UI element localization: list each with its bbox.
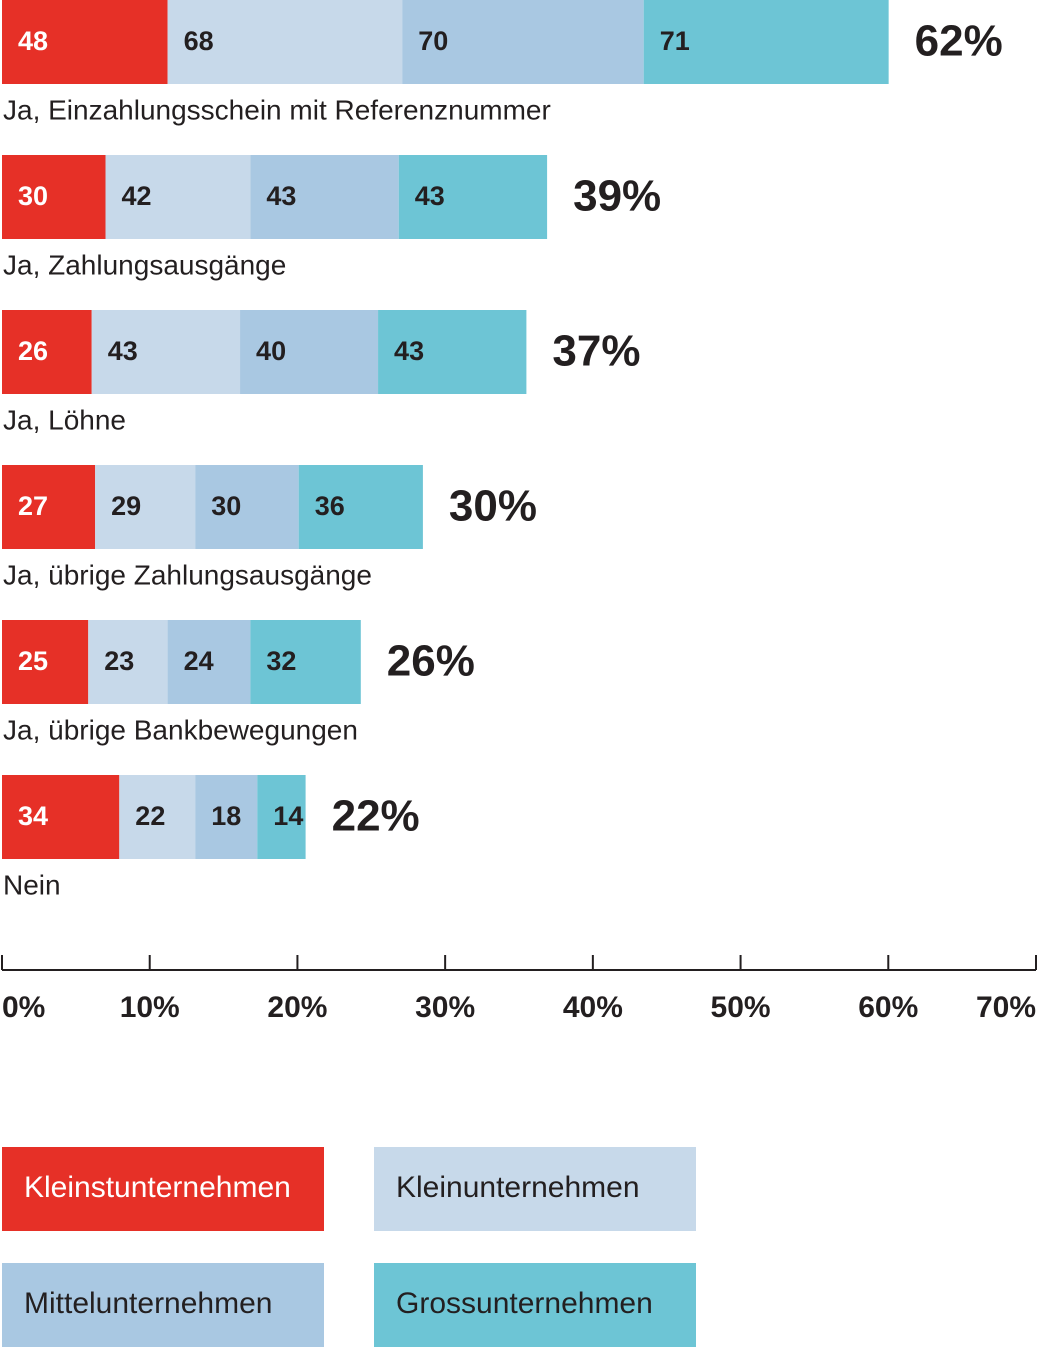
bar-segment <box>2 310 92 394</box>
segment-label: 48 <box>18 26 48 56</box>
category-label: Ja, übrige Bankbewegungen <box>3 714 358 745</box>
bar-segment <box>167 620 251 704</box>
x-tick-label: 0% <box>2 991 45 1024</box>
total-label: 30% <box>449 482 537 531</box>
bar-segment <box>167 0 403 84</box>
x-tick-label: 60% <box>858 991 918 1024</box>
total-label: 26% <box>387 637 475 686</box>
bar-segment <box>250 620 361 704</box>
category-label: Ja, Einzahlungsschein mit Referenznummer <box>3 94 551 125</box>
bar-segment <box>643 0 889 84</box>
bar-segment <box>91 310 241 394</box>
bar-segment <box>378 310 527 394</box>
x-tick-label: 50% <box>711 991 771 1024</box>
x-tick-label: 40% <box>563 991 623 1024</box>
segment-label: 30 <box>18 181 48 211</box>
bar-segment <box>119 775 196 859</box>
bar-segment <box>250 155 399 239</box>
x-tick-label: 10% <box>120 991 180 1024</box>
segment-label: 70 <box>418 26 448 56</box>
segment-label: 32 <box>266 646 296 676</box>
legend-swatch <box>374 1263 696 1347</box>
legend-swatch <box>2 1263 324 1347</box>
segment-label: 40 <box>256 336 286 366</box>
segment-label: 30 <box>211 491 241 521</box>
segment-label: 18 <box>211 801 241 831</box>
legend-label: Grossunternehmen <box>396 1287 653 1320</box>
segment-label: 43 <box>394 336 424 366</box>
total-label: 62% <box>915 17 1003 66</box>
total-label: 37% <box>552 327 640 376</box>
x-tick-label: 30% <box>415 991 475 1024</box>
bar-segment <box>2 465 96 549</box>
segment-label: 24 <box>184 646 214 676</box>
total-label: 39% <box>573 172 661 221</box>
category-label: Ja, übrige Zahlungsausgänge <box>3 559 372 590</box>
segment-label: 36 <box>315 491 345 521</box>
bar-segment <box>240 310 379 394</box>
legend-label: Mittelunternehmen <box>24 1287 272 1320</box>
x-tick-label: 70% <box>976 991 1036 1024</box>
bar-segment <box>298 465 423 549</box>
category-label: Ja, Löhne <box>3 404 126 435</box>
segment-label: 14 <box>273 801 303 831</box>
bar-segment <box>195 775 258 859</box>
bar-segment <box>195 465 299 549</box>
segment-label: 23 <box>104 646 134 676</box>
bar-segment <box>2 0 168 84</box>
bar-segment <box>2 155 106 239</box>
segment-label: 42 <box>122 181 152 211</box>
segment-label: 27 <box>18 491 48 521</box>
bar-segment <box>88 620 168 704</box>
bar-segment <box>2 775 120 859</box>
segment-label: 43 <box>266 181 296 211</box>
category-label: Ja, Zahlungsausgänge <box>3 249 286 280</box>
legend-swatch <box>374 1147 696 1231</box>
bar-segment <box>95 465 196 549</box>
bar-segment <box>2 620 89 704</box>
segment-label: 25 <box>18 646 48 676</box>
bar-segment <box>398 155 548 239</box>
segment-label: 43 <box>108 336 138 366</box>
segment-label: 68 <box>184 26 214 56</box>
segment-label: 34 <box>18 801 48 831</box>
legend-swatch <box>2 1147 324 1231</box>
bar-segment <box>105 155 251 239</box>
x-tick-label: 20% <box>267 991 327 1024</box>
segment-label: 26 <box>18 336 48 366</box>
segment-label: 71 <box>660 26 690 56</box>
legend-label: Kleinunternehmen <box>396 1171 640 1204</box>
bar-segment <box>257 775 306 859</box>
segment-label: 29 <box>111 491 141 521</box>
total-label: 22% <box>332 792 420 841</box>
segment-label: 43 <box>415 181 445 211</box>
segment-label: 22 <box>135 801 165 831</box>
bar-segment <box>402 0 644 84</box>
category-label: Nein <box>3 869 61 900</box>
legend-label: Kleinstunternehmen <box>24 1171 291 1204</box>
